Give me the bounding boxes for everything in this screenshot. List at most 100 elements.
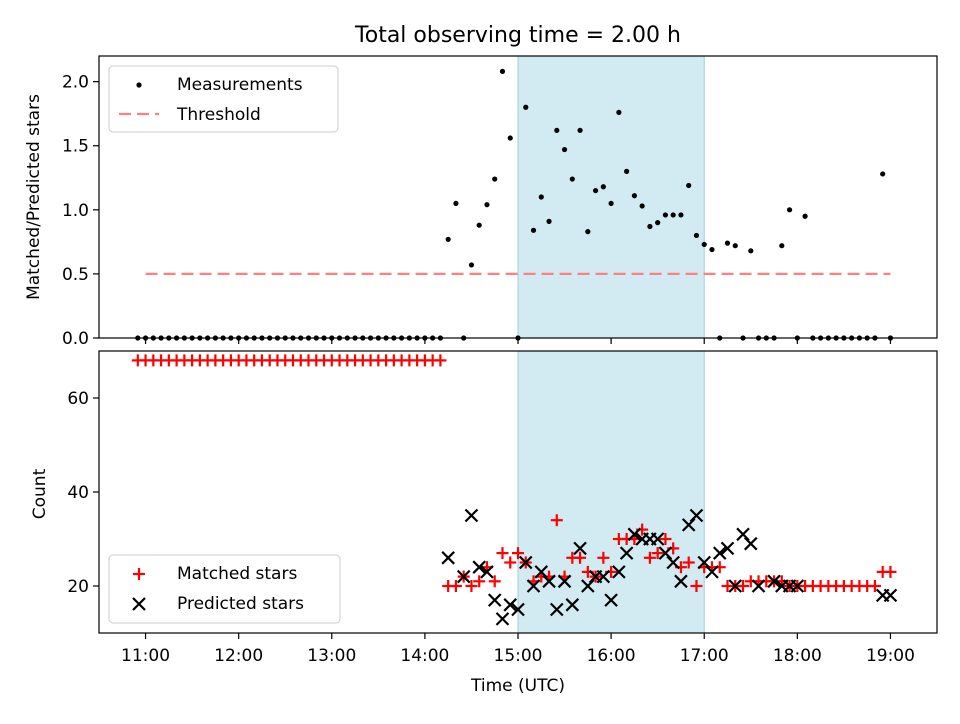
legend-marker-predicted <box>132 597 146 611</box>
predicted-star-point <box>681 518 696 532</box>
measurement-point <box>561 146 568 153</box>
predicted-star-point <box>674 574 688 589</box>
panel-top-xticks <box>144 338 892 344</box>
legend-label-measurements: Measurements <box>177 75 303 95</box>
predicted-star-point <box>480 565 494 579</box>
matched-star-point <box>597 551 610 564</box>
matched-star-point <box>550 514 563 527</box>
predicted-star-point <box>705 565 719 579</box>
panel-top-frame <box>98 55 938 339</box>
x-tick-label: 14:00 <box>400 646 449 666</box>
predicted-star-point <box>495 612 510 626</box>
x-tick-label: 15:00 <box>494 646 543 666</box>
predicted-star-point <box>441 551 455 565</box>
measurement-point <box>468 262 475 268</box>
matched-star-point <box>690 580 703 592</box>
matched-star-point <box>659 533 672 545</box>
panel-bottom-legend: Matched stars Predicted stars <box>108 554 341 624</box>
predicted-star-point <box>697 555 712 570</box>
y-tick-label: 20 <box>67 577 89 597</box>
matched-stars-points <box>131 354 897 592</box>
panel-top: 0.00.51.01.52.0 Matched/Predicted stars … <box>24 55 938 349</box>
predicted-star-point <box>511 602 525 617</box>
measurement-point <box>554 127 560 133</box>
measurement-point <box>577 127 583 133</box>
matched-star-point <box>488 575 501 588</box>
predicted-star-point <box>619 546 634 560</box>
matched-star-point <box>512 547 524 560</box>
x-tick-label: 13:00 <box>307 646 356 666</box>
measurement-point <box>530 227 537 233</box>
x-tick-label: 11:00 <box>121 646 170 666</box>
measurement-point <box>779 243 785 249</box>
x-tick-label: 18:00 <box>773 646 822 666</box>
measurement-point <box>608 200 614 207</box>
predicted-star-point <box>720 541 735 556</box>
measurement-point <box>507 135 513 141</box>
matched-star-point <box>465 580 478 592</box>
measurement-point <box>709 246 715 253</box>
panel-top-yticks: 0.0 0.5 1.0 1.5 2.0 <box>62 73 99 349</box>
measurement-point <box>592 187 599 194</box>
predicted-star-point <box>526 579 541 593</box>
legend-marker-matched <box>133 568 145 580</box>
predicted-star-point <box>542 574 556 589</box>
y-tick-label: 40 <box>67 483 89 503</box>
legend-label-matched: Matched stars <box>177 564 297 584</box>
measurement-point <box>647 223 653 230</box>
panel-bottom-shaded-span <box>517 350 705 634</box>
measurement-point <box>701 241 707 248</box>
measurement-point <box>732 243 738 249</box>
measurement-point <box>639 203 645 209</box>
measurement-point <box>569 176 575 182</box>
predicted-star-point <box>604 593 618 607</box>
panel-bottom-xticks: 11:00 12:00 13:00 14:00 15:00 16:00 17:00 18:00… <box>121 633 915 666</box>
predicted-star-point <box>565 598 580 612</box>
measurement-point <box>655 220 661 226</box>
measurement-point <box>880 171 886 177</box>
predicted-star-point <box>743 536 758 551</box>
measurement-point <box>678 212 684 218</box>
matched-star-point <box>651 547 664 560</box>
predicted-star-point <box>472 560 486 574</box>
measurement-point <box>600 184 606 190</box>
predicted-star-point <box>487 593 502 607</box>
measurement-point <box>523 104 529 110</box>
predicted-star-point <box>736 527 750 542</box>
panel-bottom: 20 40 60 11:00 12:00 13:00 14:00 15:00 16:00 17:… <box>30 350 938 696</box>
measurement-point <box>631 193 637 199</box>
legend-frame <box>108 65 339 133</box>
predicted-star-point <box>557 574 572 589</box>
matched-star-point <box>884 565 897 578</box>
measurement-point <box>616 109 622 115</box>
panel-bottom-yticks: 20 40 60 <box>67 389 99 597</box>
matched-star-point <box>504 556 517 569</box>
predicted-star-point <box>790 579 805 593</box>
measurement-point <box>546 218 552 224</box>
legend-frame <box>108 554 341 624</box>
chart-title: Total observing time = 2.00 h <box>354 23 681 48</box>
matched-star-point <box>682 556 695 569</box>
y-tick-label: 2.0 <box>62 73 89 93</box>
y-tick-label: 0.0 <box>62 329 89 349</box>
panel-bottom-frame <box>98 350 938 634</box>
measurement-point <box>538 194 544 200</box>
matched-star-point <box>473 575 486 588</box>
x-tick-label: 17:00 <box>680 646 729 666</box>
y-tick-label: 0.5 <box>62 265 89 285</box>
predicted-star-point <box>456 569 471 584</box>
measurement-point <box>686 182 692 189</box>
measurement-point <box>499 68 506 74</box>
measurement-point <box>693 232 700 239</box>
measurement-points <box>135 68 894 341</box>
predicted-star-point <box>573 541 587 556</box>
predicted-star-point <box>650 532 665 546</box>
measurement-point <box>492 176 498 182</box>
predicted-star-point <box>596 569 611 584</box>
matched-star-point <box>449 580 462 592</box>
measurement-point <box>476 222 482 228</box>
matched-star-point <box>868 580 881 592</box>
measurement-point <box>724 240 731 246</box>
panel-top-legend: Measurements Threshold <box>108 65 339 133</box>
matched-star-point <box>434 354 447 367</box>
